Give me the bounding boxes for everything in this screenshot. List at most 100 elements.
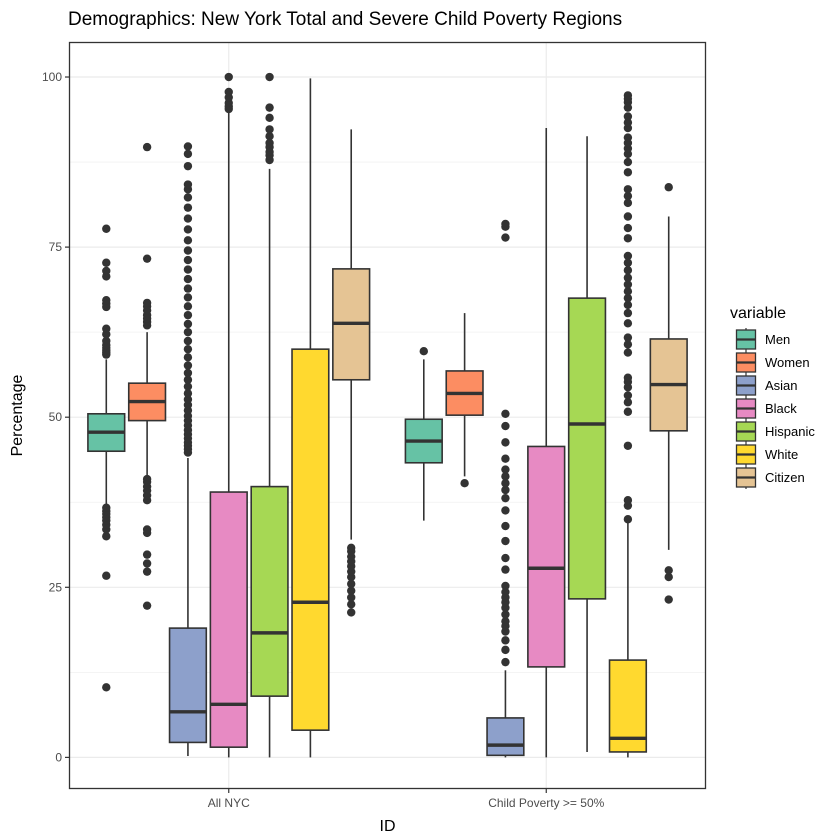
- legend-item-citizen: Citizen: [735, 466, 805, 489]
- y-tick-label: 75: [49, 240, 63, 254]
- outlier-point: [224, 87, 233, 97]
- x-tick-label: Child Poverty >= 50%: [488, 796, 604, 810]
- outlier-point: [501, 219, 510, 229]
- outlier-point: [102, 571, 111, 580]
- outlier-point: [623, 391, 633, 400]
- y-tick-label: 25: [49, 580, 63, 594]
- outlier-point: [183, 293, 193, 302]
- outlier-point: [623, 185, 633, 194]
- outlier-point: [623, 212, 633, 221]
- legend-label: Black: [765, 401, 797, 416]
- outlier-point: [623, 234, 633, 243]
- outlier-point: [102, 266, 111, 276]
- legend-item-white: White: [735, 443, 798, 466]
- legend: variable Men Women Asian Black Hispanic White…: [730, 305, 815, 489]
- outlier-point: [183, 368, 193, 378]
- outlier-point: [623, 348, 633, 357]
- outlier-point: [102, 324, 111, 333]
- outlier-point: [501, 617, 510, 626]
- outlier-point: [142, 298, 152, 308]
- y-tick-label: 0: [55, 750, 62, 764]
- legend-label: Women: [765, 355, 810, 370]
- y-axis-title: Percentage: [9, 374, 26, 456]
- outlier-point: [501, 478, 510, 488]
- box-asian-0: [168, 142, 208, 757]
- outlier-point: [183, 161, 193, 171]
- outlier-point: [183, 395, 193, 404]
- outlier-point: [501, 645, 510, 655]
- outlier-point: [265, 113, 274, 123]
- outlier-point: [623, 112, 633, 121]
- outlier-point: [501, 553, 510, 563]
- x-tick-label: All NYC: [208, 796, 250, 810]
- outlier-point: [183, 203, 193, 212]
- outlier-point: [347, 543, 356, 553]
- outlier-point: [623, 515, 633, 524]
- outlier-point: [183, 319, 193, 329]
- outlier-point: [142, 601, 152, 610]
- legend-item-women: Women: [735, 351, 810, 374]
- outlier-point: [183, 246, 193, 255]
- box-men-0: [87, 224, 126, 692]
- box-iqr: [608, 659, 648, 753]
- outlier-point: [501, 472, 510, 481]
- outlier-point: [102, 503, 111, 512]
- box-black-0: [209, 72, 248, 758]
- outlier-point: [664, 595, 673, 604]
- legend-item-black: Black: [735, 397, 797, 420]
- outlier-point: [623, 319, 633, 328]
- outlier-point: [623, 168, 633, 177]
- outlier-point: [501, 233, 510, 242]
- outlier-point: [501, 521, 510, 531]
- outlier-point: [183, 236, 193, 245]
- x-axis-title: ID: [380, 818, 396, 835]
- outlier-point: [623, 118, 633, 127]
- outlier-point: [183, 274, 193, 284]
- box-iqr: [527, 445, 566, 668]
- outlier-point: [183, 180, 193, 189]
- box-hispanic-1: [567, 136, 607, 752]
- legend-item-asian: Asian: [735, 374, 798, 397]
- box-iqr: [567, 297, 607, 600]
- outlier-point: [102, 336, 111, 346]
- outlier-point: [265, 138, 274, 148]
- box-iqr: [486, 717, 525, 757]
- outlier-point: [102, 683, 111, 692]
- outlier-point: [664, 572, 673, 582]
- legend-label: Hispanic: [765, 424, 815, 439]
- outlier-point: [501, 454, 510, 463]
- box-citizen-1: [649, 183, 688, 604]
- box-citizen-0: [332, 129, 371, 617]
- outlier-point: [142, 567, 152, 576]
- outlier-point: [183, 353, 193, 362]
- outlier-point: [501, 438, 510, 447]
- outlier-point: [623, 157, 633, 167]
- outlier-point: [142, 525, 152, 534]
- outlier-point: [623, 273, 633, 282]
- outlier-point: [142, 254, 152, 263]
- outlier-point: [183, 327, 193, 337]
- box-iqr: [250, 485, 289, 697]
- outlier-point: [623, 373, 633, 382]
- y-axis: 0 25 50 75 100: [42, 70, 70, 764]
- legend-item-men: Men: [735, 328, 790, 351]
- outlier-point: [623, 398, 633, 407]
- box-layer: [87, 72, 688, 758]
- outlier-point: [501, 493, 510, 503]
- y-tick-label: 50: [49, 410, 63, 424]
- outlier-point: [347, 600, 356, 609]
- outlier-point: [183, 149, 193, 159]
- chart-title: Demographics: New York Total and Severe …: [68, 9, 622, 30]
- outlier-point: [501, 421, 510, 431]
- outlier-point: [142, 550, 152, 559]
- outlier-point: [419, 347, 428, 356]
- outlier-point: [102, 532, 111, 541]
- outlier-point: [102, 295, 111, 305]
- outlier-point: [102, 224, 111, 233]
- outlier-point: [623, 333, 633, 342]
- outlier-point: [501, 485, 510, 495]
- outlier-point: [501, 587, 510, 597]
- legend-title: variable: [730, 305, 786, 322]
- outlier-point: [623, 258, 633, 267]
- outlier-point: [142, 142, 152, 152]
